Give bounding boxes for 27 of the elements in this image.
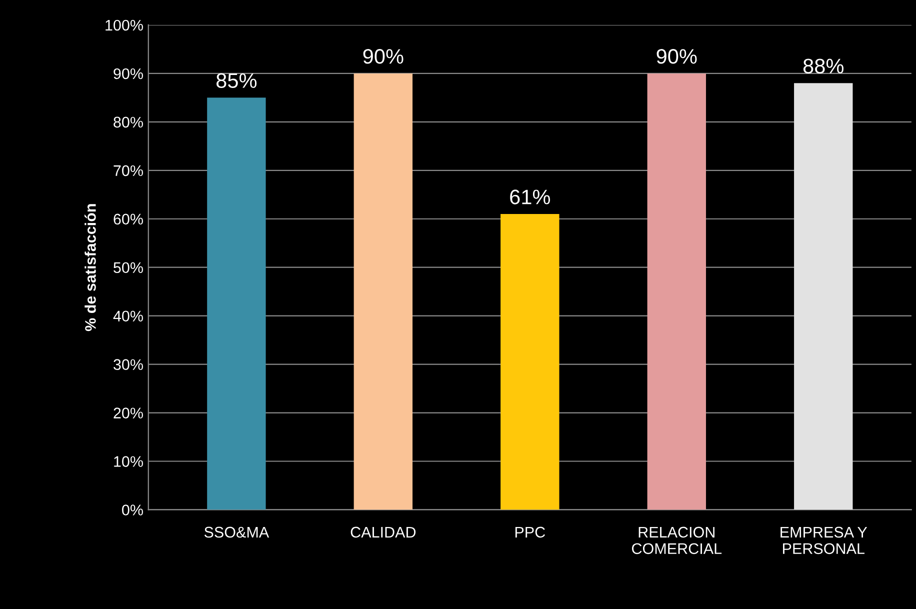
bar <box>207 98 266 510</box>
bar <box>794 83 853 510</box>
x-tick-label: RELACION COMERCIAL <box>632 526 722 554</box>
x-tick-label: CALIDAD <box>350 526 416 538</box>
bar <box>647 73 706 510</box>
data-label: 90% <box>363 49 404 64</box>
y-tick-label: 60% <box>114 214 143 225</box>
y-tick-label: 20% <box>114 408 143 418</box>
y-tick-label: 10% <box>114 456 143 467</box>
bar <box>500 214 560 510</box>
y-tick-label: 90% <box>114 68 143 80</box>
x-tick-label: EMPRESA Y PERSONAL <box>780 526 868 554</box>
y-tick-label: 70% <box>114 165 143 176</box>
x-tick-label: SSO&MA <box>204 526 270 538</box>
data-label: 90% <box>656 49 697 64</box>
y-tick-label: 50% <box>114 262 143 274</box>
bar <box>354 73 413 510</box>
y-tick-label: 40% <box>113 310 143 322</box>
y-tick-label: 0% <box>122 504 143 516</box>
y-tick-label: 100% <box>106 20 143 31</box>
y-tick-label: 30% <box>114 359 143 370</box>
data-label: 85% <box>216 73 257 88</box>
data-label: 88% <box>803 58 844 74</box>
y-axis-title: % de satisfacción <box>84 204 96 332</box>
data-label: 61% <box>510 190 550 204</box>
x-tick-label: PPC <box>515 526 546 538</box>
y-tick-label: 80% <box>114 116 143 128</box>
